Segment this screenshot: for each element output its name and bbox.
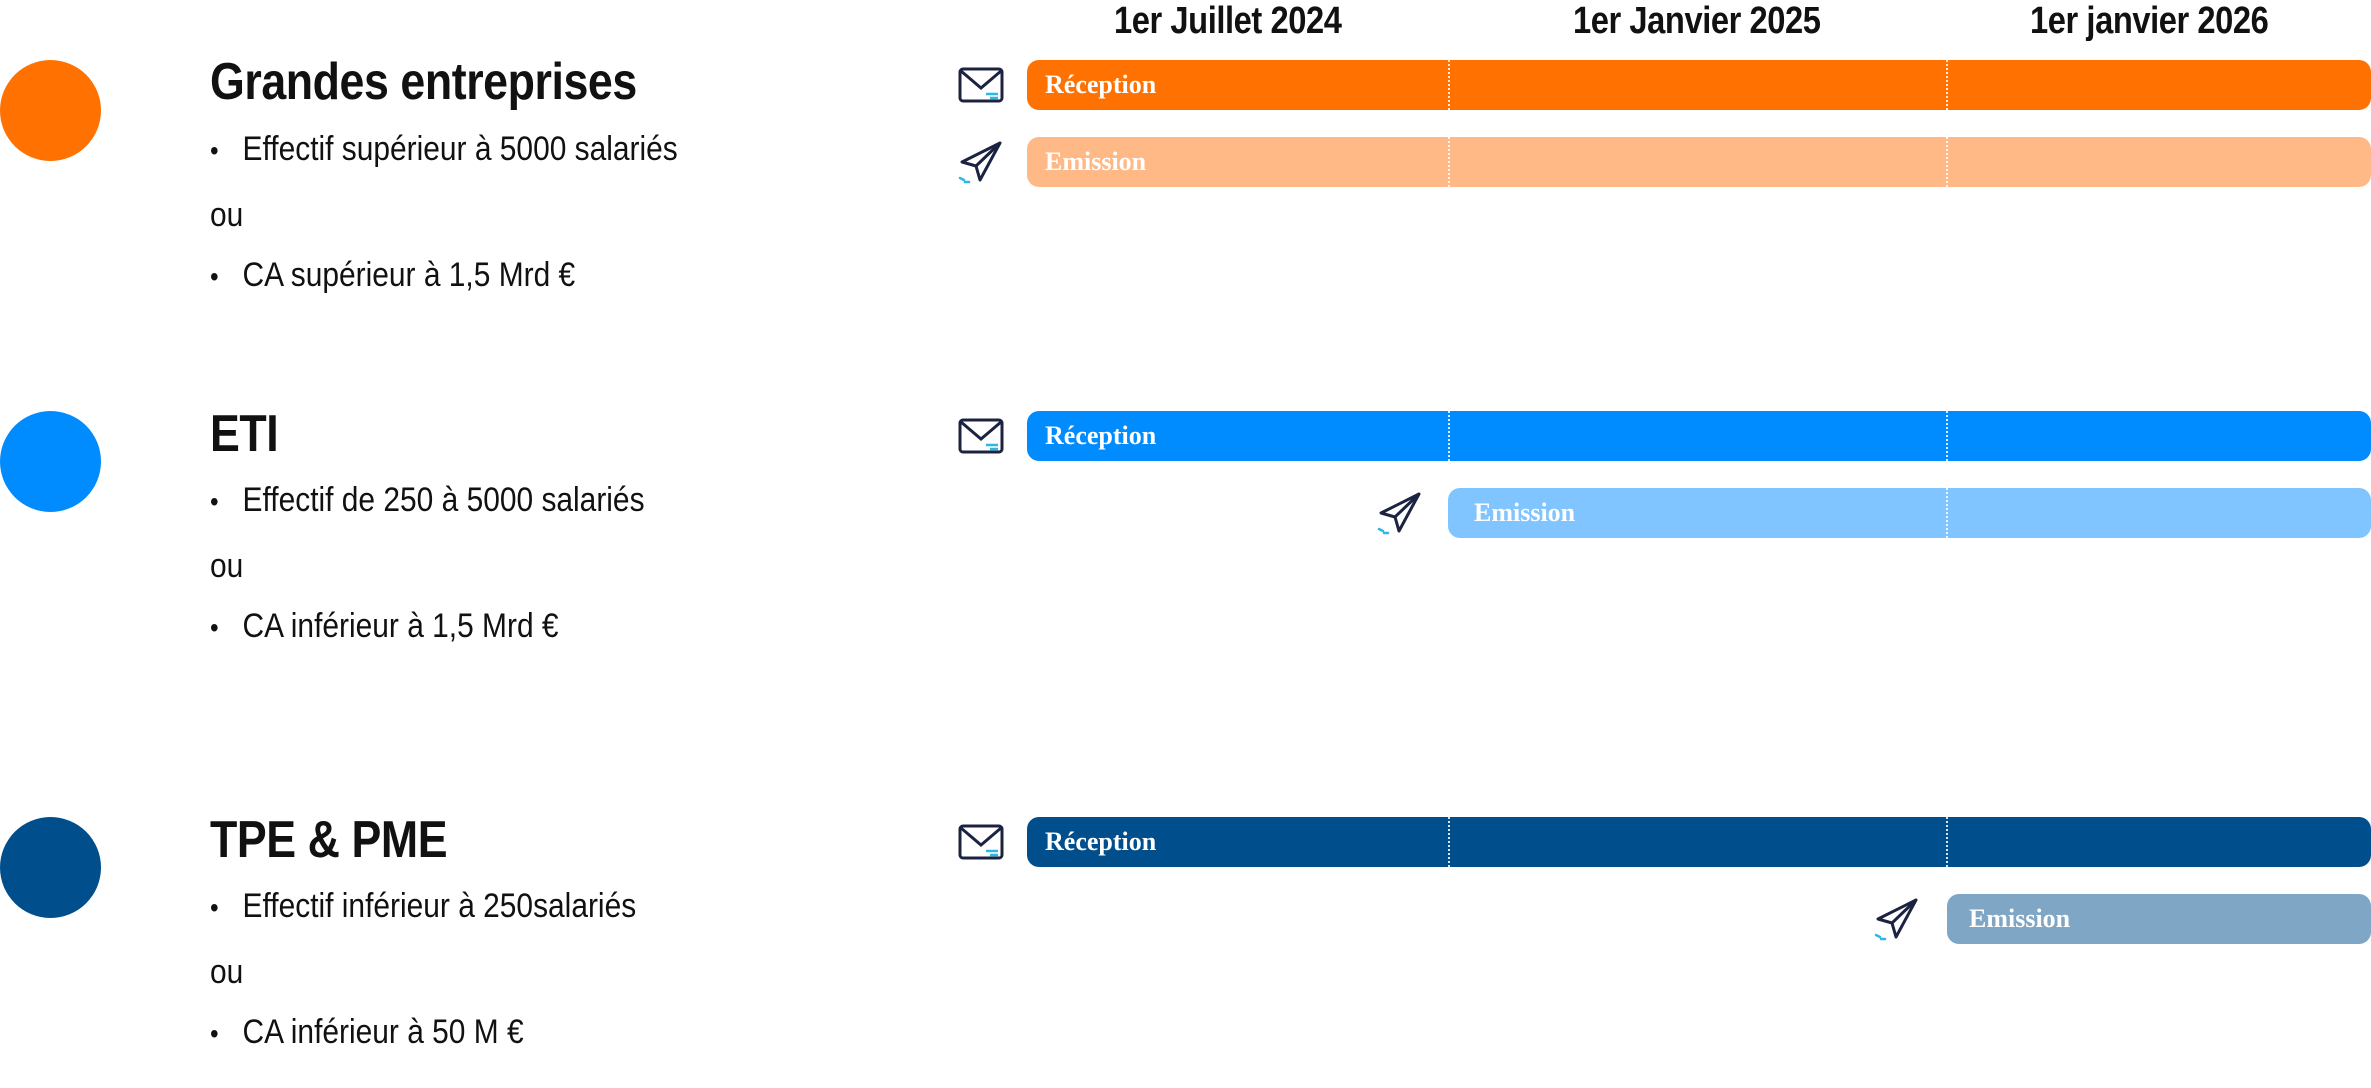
reception-bar: Réception bbox=[1027, 817, 2371, 867]
criterion-item: • CA inférieur à 1,5 Mrd € bbox=[210, 607, 559, 645]
criterion-text: Effectif de 250 à 5000 salariés bbox=[242, 481, 645, 519]
emission-label: Emission bbox=[1474, 498, 1576, 527]
date-separator bbox=[1946, 137, 1948, 187]
paper-plane-icon bbox=[958, 141, 1002, 184]
date-separator bbox=[1946, 817, 1948, 867]
date-separator bbox=[1946, 60, 1948, 110]
criterion-text: CA inférieur à 50 M € bbox=[242, 1013, 524, 1051]
emission-bar: Emission bbox=[1947, 894, 2371, 944]
emission-label: Emission bbox=[1045, 147, 1147, 176]
envelope-icon bbox=[958, 418, 1004, 454]
emission-bar: Emission bbox=[1448, 488, 2371, 538]
date-separator bbox=[1448, 817, 1450, 867]
reception-label: Réception bbox=[1045, 421, 1157, 450]
reception-label: Réception bbox=[1045, 827, 1157, 856]
category-title: TPE & PME bbox=[210, 811, 448, 869]
reception-bar: Réception bbox=[1027, 411, 2371, 461]
criterion-text: Effectif supérieur à 5000 salariés bbox=[242, 130, 678, 168]
criterion-item: • CA supérieur à 1,5 Mrd € bbox=[210, 256, 576, 294]
timeline-date-2024-07: 1er Juillet 2024 bbox=[1114, 0, 1342, 42]
reception-bar: Réception bbox=[1027, 60, 2371, 110]
paper-plane-icon bbox=[1874, 898, 1918, 941]
envelope-icon bbox=[958, 67, 1004, 103]
or-separator: ou bbox=[210, 196, 244, 234]
criterion-item: • CA inférieur à 50 M € bbox=[210, 1013, 524, 1051]
criterion-item: • Effectif supérieur à 5000 salariés bbox=[210, 130, 678, 168]
category-title: Grandes entreprises bbox=[210, 53, 637, 111]
paper-plane-icon bbox=[1377, 492, 1421, 535]
criterion-text: CA supérieur à 1,5 Mrd € bbox=[242, 256, 576, 294]
date-separator bbox=[1448, 411, 1450, 461]
category-dot-eti bbox=[0, 411, 101, 512]
timeline-date-2025-01: 1er Janvier 2025 bbox=[1573, 0, 1821, 42]
timeline-date-2026-01: 1er janvier 2026 bbox=[2030, 0, 2269, 42]
category-dot-grandes-entreprises bbox=[0, 60, 101, 161]
criterion-text: Effectif inférieur à 250salariés bbox=[242, 887, 637, 925]
or-separator: ou bbox=[210, 953, 244, 991]
emission-label: Emission bbox=[1969, 904, 2071, 933]
reception-label: Réception bbox=[1045, 70, 1157, 99]
date-separator bbox=[1946, 411, 1948, 461]
criterion-item: • Effectif inférieur à 250salariés bbox=[210, 887, 637, 925]
emission-bar: Emission bbox=[1027, 137, 2371, 187]
criterion-text: CA inférieur à 1,5 Mrd € bbox=[242, 607, 559, 645]
category-title: ETI bbox=[210, 405, 279, 463]
criterion-item: • Effectif de 250 à 5000 salariés bbox=[210, 481, 645, 519]
date-separator bbox=[1448, 60, 1450, 110]
date-separator bbox=[1946, 488, 1948, 538]
envelope-icon bbox=[958, 824, 1004, 860]
category-dot-tpe-pme bbox=[0, 817, 101, 918]
date-separator bbox=[1448, 137, 1450, 187]
or-separator: ou bbox=[210, 547, 244, 585]
